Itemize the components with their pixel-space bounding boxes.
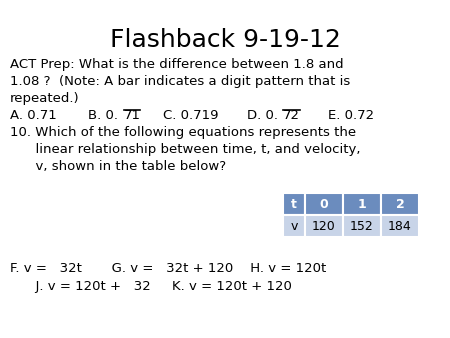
Text: v, shown in the table below?: v, shown in the table below? (10, 160, 226, 173)
Text: v: v (290, 219, 298, 233)
Text: 1.08 ?  (Note: A bar indicates a digit pattern that is: 1.08 ? (Note: A bar indicates a digit pa… (10, 75, 350, 88)
Text: B. 0.: B. 0. (88, 109, 118, 122)
Text: t: t (291, 197, 297, 211)
Bar (305, 215, 343, 237)
Text: E. 0.72: E. 0.72 (328, 109, 374, 122)
Bar (283, 193, 305, 215)
Text: 10. Which of the following equations represents the: 10. Which of the following equations rep… (10, 126, 356, 139)
Text: C. 0.719: C. 0.719 (163, 109, 219, 122)
Bar (381, 193, 419, 215)
Text: 152: 152 (350, 219, 374, 233)
Text: D. 0.: D. 0. (247, 109, 278, 122)
Text: J. v = 120t +   32     K. v = 120t + 120: J. v = 120t + 32 K. v = 120t + 120 (10, 280, 292, 293)
Text: 0: 0 (320, 197, 328, 211)
Text: 184: 184 (388, 219, 412, 233)
Bar (381, 215, 419, 237)
Text: Flashback 9-19-12: Flashback 9-19-12 (109, 28, 341, 52)
Text: 120: 120 (312, 219, 336, 233)
Text: 1: 1 (358, 197, 366, 211)
Bar (343, 193, 381, 215)
Text: ACT Prep: What is the difference between 1.8 and: ACT Prep: What is the difference between… (10, 58, 344, 71)
Text: 2: 2 (396, 197, 405, 211)
Text: 71: 71 (124, 109, 141, 122)
Text: 72: 72 (283, 109, 300, 122)
Text: linear relationship between time, t, and velocity,: linear relationship between time, t, and… (10, 143, 360, 156)
Text: repeated.): repeated.) (10, 92, 80, 105)
Text: F. v =   32t       G. v =   32t + 120    H. v = 120t: F. v = 32t G. v = 32t + 120 H. v = 120t (10, 262, 326, 275)
Bar (343, 215, 381, 237)
Bar (283, 215, 305, 237)
Text: A. 0.71: A. 0.71 (10, 109, 57, 122)
Bar (305, 193, 343, 215)
